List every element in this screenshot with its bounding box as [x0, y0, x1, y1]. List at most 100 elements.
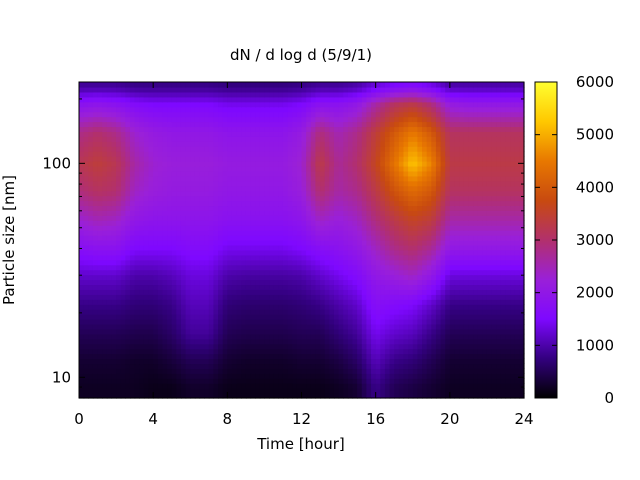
heatmap-cell [255, 279, 261, 286]
heatmap-cell [129, 225, 136, 231]
heatmap-cell [357, 299, 363, 305]
heatmap-cell [208, 180, 215, 187]
heatmap-cell [162, 373, 168, 379]
heatmap-cell [324, 383, 330, 389]
heatmap-cell [148, 353, 154, 360]
heatmap-cell [236, 393, 242, 399]
heatmap-cell [463, 195, 469, 202]
heatmap-cell [227, 333, 233, 340]
heatmap-cell [310, 393, 317, 399]
heatmap-cell [227, 328, 233, 335]
heatmap-cell [255, 299, 261, 305]
heatmap-cell [102, 190, 108, 197]
heatmap-cell [333, 274, 340, 281]
heatmap-cell [116, 215, 122, 221]
heatmap-cell [454, 319, 460, 325]
heatmap-cell [491, 269, 497, 276]
heatmap-cell [282, 304, 289, 310]
heatmap-cell [347, 210, 354, 216]
heatmap-cell [116, 225, 122, 231]
heatmap-cell [176, 205, 182, 211]
heatmap-cell [143, 146, 150, 152]
heatmap-cell [171, 353, 177, 360]
heatmap-cell [338, 284, 344, 290]
heatmap-cell [199, 190, 205, 197]
heatmap-cell [449, 259, 456, 266]
heatmap-cell [278, 244, 284, 251]
heatmap-cell [422, 220, 428, 226]
heatmap-cell [176, 156, 182, 162]
heatmap-cell [213, 249, 219, 256]
heatmap-cell [264, 328, 270, 335]
heatmap-cell [92, 175, 99, 182]
heatmap-cell [227, 161, 233, 167]
heatmap-cell [139, 210, 145, 216]
heatmap-cell [157, 368, 164, 374]
heatmap-cell [435, 294, 442, 300]
heatmap-cell [143, 244, 150, 251]
heatmap-cell [139, 383, 145, 389]
heatmap-cell [347, 279, 354, 286]
heatmap-cell [245, 343, 252, 350]
heatmap-cell [255, 393, 261, 399]
heatmap-cell [389, 323, 395, 330]
heatmap-cell [514, 289, 520, 295]
heatmap-cell [357, 309, 363, 315]
heatmap-cell [347, 264, 354, 271]
heatmap-cell [454, 378, 460, 384]
heatmap-cell [398, 165, 405, 172]
heatmap-cell [88, 279, 94, 286]
heatmap-cell [412, 358, 418, 365]
heatmap-cell [398, 304, 405, 310]
heatmap-cell [463, 393, 469, 399]
heatmap-cell [208, 254, 215, 261]
heatmap-cell [79, 244, 85, 251]
heatmap-cell [134, 161, 140, 167]
heatmap-cell [148, 235, 154, 241]
heatmap-cell [380, 363, 386, 369]
heatmap-cell [519, 363, 525, 369]
heatmap-cell [264, 378, 270, 384]
heatmap-cell [218, 215, 224, 221]
heatmap-cell [292, 294, 298, 300]
heatmap-cell [167, 274, 173, 281]
heatmap-cell [296, 299, 303, 305]
heatmap-cell [116, 368, 122, 374]
heatmap-cell [491, 264, 497, 271]
heatmap-cell [92, 225, 99, 231]
heatmap-cell [468, 353, 474, 360]
heatmap-cell [380, 294, 386, 300]
heatmap-cell [218, 383, 224, 389]
heatmap-cell [218, 195, 224, 202]
heatmap-cell [361, 225, 367, 231]
heatmap-cell [473, 180, 479, 187]
heatmap-cell [125, 309, 131, 315]
heatmap-cell [306, 220, 312, 226]
heatmap-cell [486, 353, 493, 360]
heatmap-cell [324, 141, 330, 147]
heatmap-cell [143, 249, 150, 256]
heatmap-cell [241, 235, 247, 241]
heatmap-cell [129, 235, 136, 241]
heatmap-cell [120, 141, 126, 147]
heatmap-cell [320, 284, 326, 290]
heatmap-cell [394, 161, 400, 167]
heatmap-cell [106, 180, 113, 187]
heatmap-cell [431, 363, 437, 369]
heatmap-cell [236, 195, 242, 202]
heatmap-cell [496, 319, 502, 325]
heatmap-cell [236, 215, 242, 221]
heatmap-cell [449, 289, 456, 295]
heatmap-cell [398, 328, 405, 335]
heatmap-cell [143, 165, 150, 172]
heatmap-cell [148, 151, 154, 157]
heatmap-cell [398, 353, 405, 360]
heatmap-cell [83, 136, 89, 142]
heatmap-cell [306, 274, 312, 281]
heatmap-cell [278, 348, 284, 355]
heatmap-cell [218, 259, 224, 266]
heatmap-cell [102, 269, 108, 276]
heatmap-cell [394, 269, 400, 276]
heatmap-cell [102, 388, 108, 394]
heatmap-cell [97, 363, 103, 369]
